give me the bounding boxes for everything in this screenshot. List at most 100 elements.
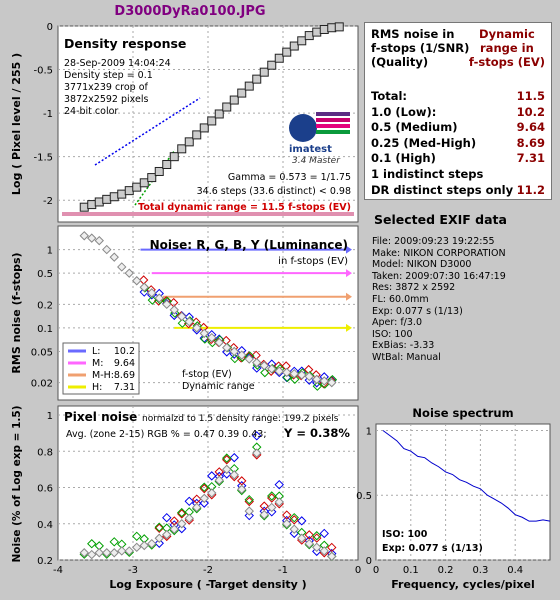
pixel-point-y (222, 464, 232, 475)
density-point (319, 24, 329, 34)
threshold-arrow (346, 323, 352, 332)
density-title: Density response (64, 36, 186, 51)
noise-point-y (94, 235, 104, 246)
density-point (147, 173, 157, 183)
density-response-panel: 0 -0.5 -1 -1.5 -2 Density response 28-Sep-20… (10, 22, 359, 223)
pixel-point-y (319, 546, 329, 556)
noise-point-y (147, 288, 157, 298)
density-ylabel: Log ( Pixel level / 255 ) (10, 53, 23, 195)
density-info-line: 3771x239 crop of (64, 82, 149, 93)
density-point (109, 192, 119, 202)
density-point (124, 186, 134, 196)
pixel-point-y (102, 548, 112, 558)
noise-point-g (207, 337, 218, 348)
rms-row: 1.0 (Low): 10.2 (371, 105, 545, 119)
density-point (154, 166, 164, 176)
pixel-point-r (244, 496, 254, 507)
total-dr-text: Total dynamic range = 11.5 f-stops (EV) (138, 202, 351, 213)
pixel-ylabel: Noise (% of Log exp = 1.5) (11, 405, 23, 562)
threshold-arrow (346, 245, 352, 254)
legend-note-2: Dynamic range (182, 381, 255, 392)
y-tick-label: 0.1 (37, 324, 53, 335)
x-tick-label: 0.3 (472, 565, 488, 576)
pixel-noise-panel: 1 0.8 0.6 0.4 0.2 -4 -3 -2 -1 0 Pixel noise norm… (11, 405, 361, 591)
y-tick-label: 1 (47, 246, 53, 257)
y-tick-label: 1 (366, 426, 372, 437)
noise-point-y (222, 342, 232, 353)
pixel-point-r (154, 523, 164, 534)
pixel-point-b (244, 510, 254, 521)
density-point (207, 116, 217, 126)
noise-point-y (304, 371, 314, 382)
y-tick-label: 0.2 (37, 300, 53, 311)
noise-point-g (312, 381, 323, 391)
x-tick-label: 0 (373, 565, 379, 576)
pixel-point-y (117, 546, 127, 556)
rms-row: 0.25 (Med-High) 8.69 (371, 136, 545, 150)
density-point (192, 130, 202, 140)
x-tick-label: 0.2 (438, 565, 454, 576)
pixel-point-b (289, 528, 299, 539)
gamma-text: Gamma = 0.573 = 1/1.75 (228, 172, 351, 183)
pixel-xlabel: Log Exposure ( -Target density ) (109, 578, 306, 591)
noise-point-g (282, 372, 293, 383)
pixel-point-g (312, 531, 322, 541)
rms-row-value: 8.69 (516, 135, 545, 150)
noise-point-g (230, 353, 240, 364)
rms-header-line-2: f-stops (1/SNR) (371, 41, 470, 55)
y-tick-label: -1 (43, 109, 53, 120)
pixel-point-y (192, 502, 202, 513)
y-tick-label: -1.5 (33, 153, 53, 164)
noise-point-y (274, 366, 284, 376)
density-point (132, 182, 142, 192)
pixel-point-y (229, 470, 239, 480)
noise-point-y (214, 337, 224, 348)
pixel-point-r (177, 509, 187, 519)
x-tick-label: -1 (278, 565, 288, 576)
rms-summary-table: RMS noise in f-stops (1/SNR) (Quality) D… (364, 22, 552, 200)
noise-point-y (252, 357, 262, 368)
dr-header-line-2: range in (480, 41, 534, 55)
exif-line: Make: NIKON CORPORATION (372, 247, 506, 259)
dr-header-line-1: Dynamic (479, 27, 535, 41)
noise-point-y (177, 311, 187, 322)
exif-line: Taken: 2009:07:30 16:47:19 (372, 270, 506, 282)
noise-point-y (132, 276, 142, 286)
pixel-point-b (312, 546, 322, 557)
noise-point-y (87, 233, 97, 243)
noise-point-y (184, 316, 194, 327)
rms-row-value: 11.5 (516, 89, 545, 103)
noise-spectrum-panel: Noise spectrum 1 0.5 0 0 0.1 0.2 0.3 0.4 ISO: … (356, 406, 551, 591)
logo-sub: 3.4 Master (292, 156, 341, 166)
pixel-point-b (207, 471, 217, 481)
pixel-point-b (319, 528, 329, 539)
noise-point-b (222, 347, 232, 357)
x-tick-label: 0 (355, 565, 361, 576)
legend-label: H: (92, 382, 102, 393)
legend-label: M-H: (92, 370, 114, 381)
rms-row-label: 1 indistinct steps (371, 167, 484, 181)
x-tick-label: -3 (128, 565, 138, 576)
noise-panel: 1 0.5 0.2 0.1 0.05 0.02 Noise: R, G, B, Y (Lu… (10, 225, 359, 401)
density-point (252, 74, 262, 84)
threshold-arrow (346, 292, 352, 301)
pixel-point-r (199, 483, 209, 494)
legend-label: L: (92, 346, 101, 357)
density-point (327, 23, 337, 33)
exif-line: FL: 60.0mm (372, 293, 429, 305)
exif-line: Res: 3872 x 2592 (372, 282, 456, 294)
exif-line: File: 2009:09:23 19:22:55 (372, 236, 495, 247)
noise-point-y (117, 262, 127, 272)
gamma-fit-line (94, 97, 201, 166)
noise-point-g (260, 367, 270, 378)
rms-row-label: DR distinct steps only (371, 182, 514, 197)
noise-point-y (124, 268, 134, 278)
density-info-line: 28-Sep-2009 14:04:24 (64, 58, 171, 69)
pixel-point-y (267, 502, 277, 513)
spectrum-title: Noise spectrum (412, 406, 513, 420)
exif-line: WtBal: Manual (372, 351, 441, 363)
pixel-point-y (154, 533, 164, 543)
y-tick-label: 0.6 (37, 484, 53, 495)
pixel-point-r (327, 542, 337, 553)
pixel-point-b (177, 523, 187, 534)
